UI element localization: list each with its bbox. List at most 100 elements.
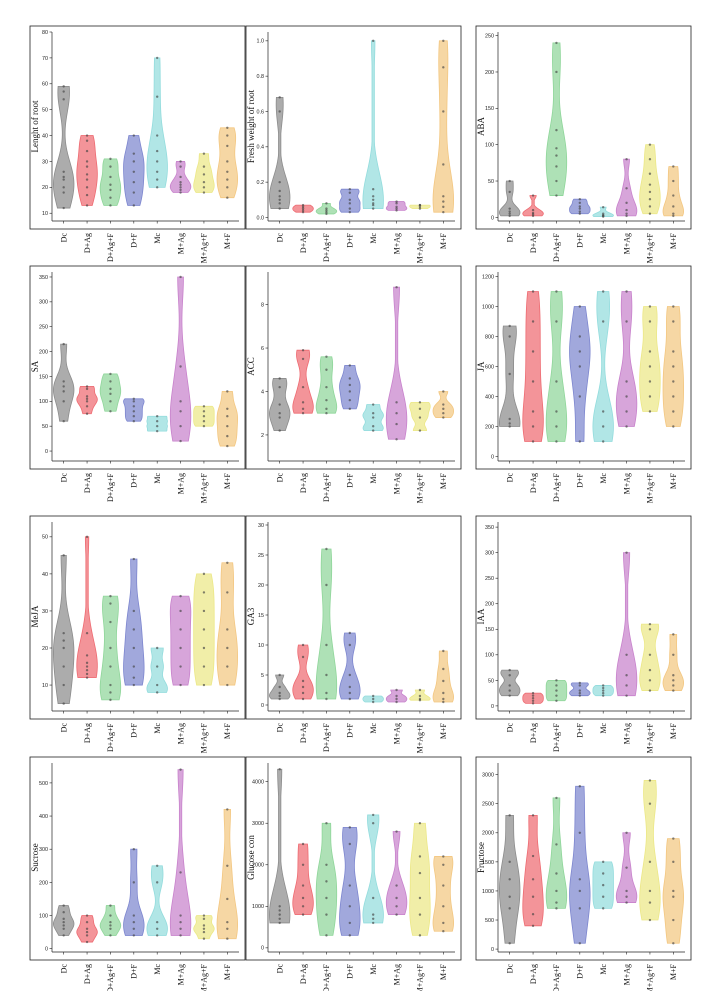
data-point [155,95,159,98]
data-point [109,175,112,179]
data-point [625,410,628,413]
y-tick-label: 250 [485,34,494,40]
x-category-label: M+Ag+F [416,472,425,503]
data-point [648,668,652,672]
data-point [62,702,65,705]
x-category-label: M+Ag [176,723,185,744]
data-point [62,639,65,642]
y-tick-label: 0.2 [257,180,265,186]
x-category-label: M+Ag [622,473,631,494]
violin-D+Ag+F [545,42,568,196]
data-point [348,842,352,846]
y-axis-title: MeJA [30,605,40,627]
violin-panel: 0 50 100 150 200 250 300 350 IAA Dc D+Ag D+Ag+F D+F M… [475,515,692,753]
violin-panel: 0 5 10 15 20 25 30 GA3 Dc D+Ag D+Ag+F D+F Mc M+Ag M+Ag… [245,515,462,753]
x-category-label: Dc [505,964,514,974]
data-point [325,398,328,402]
data-point [418,855,422,858]
data-point [508,674,511,677]
data-point [226,126,229,129]
x-category-label: M+Ag+F [200,232,209,263]
data-point [62,554,65,557]
data-point [672,179,675,183]
data-point [672,194,675,197]
data-point [508,694,511,697]
x-category-label: M+F [669,232,678,249]
x-category-label: M+Ag+F [200,963,209,991]
data-point [672,305,675,308]
panel-frame [475,515,692,720]
x-category-label: M+Ag [392,723,401,744]
y-tick-label: 2000 [252,863,264,869]
data-point [278,412,281,415]
data-point [348,685,352,689]
data-point [371,198,375,202]
data-point [418,694,422,698]
violin-D+Ag [76,135,98,206]
panel-frame [475,265,692,470]
data-point [325,368,328,371]
y-tick-label: 100 [485,143,494,149]
data-point [395,207,398,210]
data-point [62,191,65,194]
x-category-label: M+F [439,472,448,489]
data-point [278,697,281,701]
data-point [555,843,558,846]
data-point [85,165,89,168]
violin-D+F [123,135,145,206]
y-tick-label: 2 [261,433,264,439]
y-tick-label: 20 [42,185,48,191]
data-point [155,415,159,418]
data-point [442,390,445,393]
data-point [648,653,652,657]
x-category-label: Mc [599,233,608,244]
x-category-label: D+F [130,472,139,487]
y-tick-label: 1000 [252,904,264,910]
x-category-label: D+Ag+F [322,232,331,262]
data-point [508,214,511,218]
data-point [109,157,112,161]
x-category-label: M+Ag [176,233,185,254]
data-point [531,913,535,916]
data-point [278,385,281,389]
data-point [301,205,305,209]
data-point [648,622,652,626]
data-point [202,937,206,940]
violin-panel: 0 500 1000 1500 2000 2500 3000 Fructose Dc D+Ag D+… [475,756,692,991]
data-point [132,914,136,917]
data-point [325,209,328,212]
data-point [625,551,628,554]
data-point [85,661,89,665]
data-point [155,186,159,189]
data-point [202,410,206,413]
data-point [179,927,182,930]
data-point [155,170,159,174]
data-point [672,860,675,864]
data-point [371,700,375,704]
data-point [226,170,229,174]
y-tick-label: 4000 [252,780,264,786]
data-point [325,583,328,587]
data-point [132,848,136,851]
data-point [325,697,328,701]
x-category-label: M+F [669,963,678,980]
data-point [508,324,511,328]
data-point [325,822,328,825]
data-point [395,688,398,692]
data-point [648,689,652,692]
data-point [202,152,206,155]
data-point [132,180,136,184]
data-point [155,149,159,153]
y-tick-label: 2500 [482,802,494,808]
data-point [625,212,628,215]
data-point [132,628,136,631]
data-point [278,110,281,113]
violin-panel: 0 50 100 150 200 250 300 350 SA Dc D+Ag D+Ag+F D+F Mc… [29,265,246,503]
violin-Dc [268,768,291,924]
data-point [62,911,65,914]
violin-Mc [362,814,384,924]
data-point [325,212,328,216]
data-point [301,207,305,210]
data-point [85,193,89,197]
data-point [202,420,206,423]
